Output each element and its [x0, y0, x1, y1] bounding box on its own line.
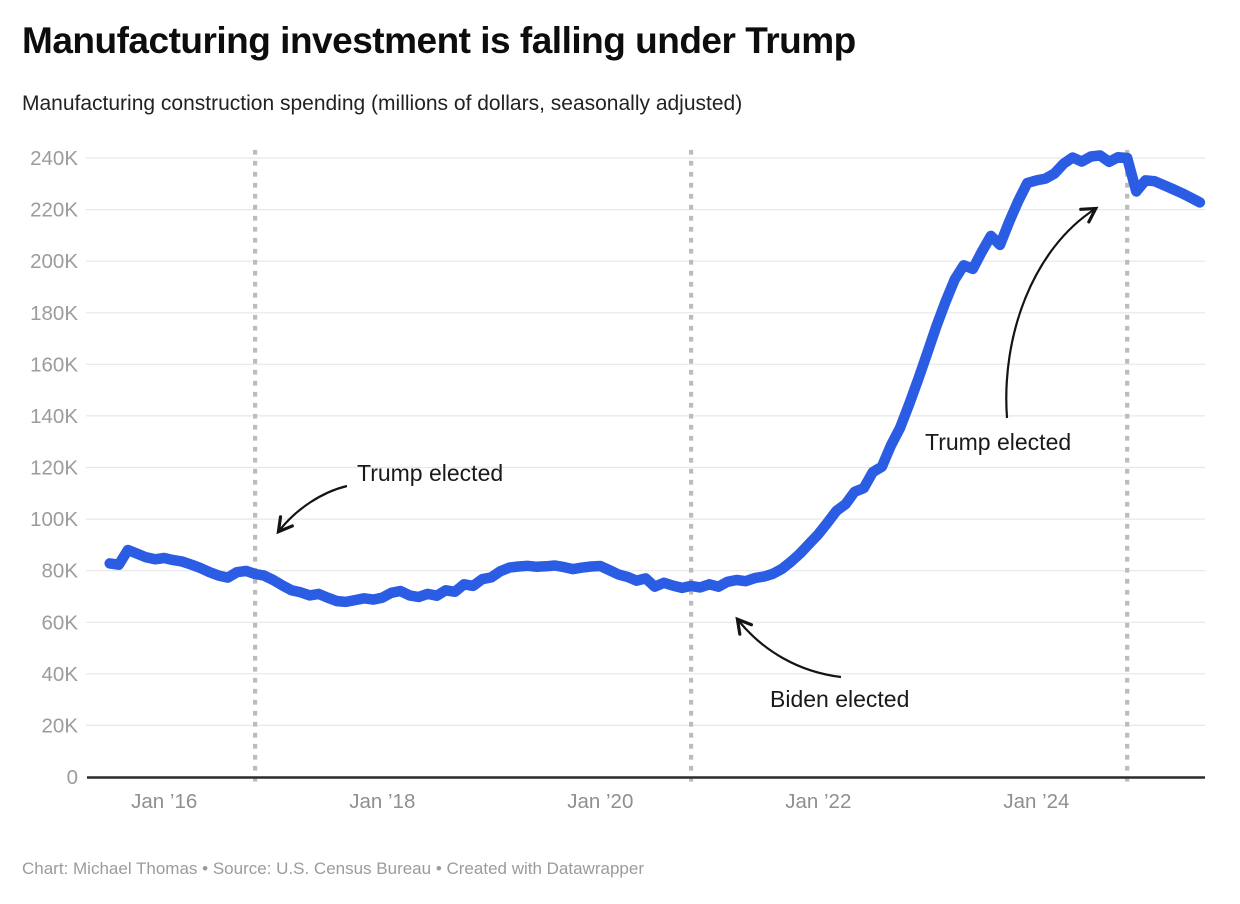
x-tick-label: Jan ’20: [567, 790, 633, 813]
annotation-arrow-trump-2024: [1005, 206, 1099, 419]
annotation-trump-elected-2016: Trump elected: [357, 460, 504, 486]
y-tick-label: 100K: [30, 508, 78, 531]
y-tick-label: 60K: [42, 611, 79, 634]
chart-subtitle: Manufacturing construction spending (mil…: [22, 92, 743, 115]
y-tick-label: 180K: [30, 302, 78, 325]
y-tick-label: 20K: [42, 714, 79, 737]
x-tick-label: Jan ’24: [1003, 790, 1069, 813]
annotation-arrow-biden-2020: [735, 616, 842, 679]
annotation-arrow-trump-2016: [276, 484, 348, 535]
x-tick-labels: Jan ’16 Jan ’18 Jan ’20 Jan ’22 Jan ’24: [131, 790, 1069, 813]
y-tick-label: 140K: [30, 405, 78, 428]
x-tick-label: Jan ’22: [785, 790, 851, 813]
y-tick-labels: 0 20K 40K 60K 80K 100K 120K 140K 160K 180K 200K 220…: [30, 147, 78, 789]
y-tick-label: 220K: [30, 199, 78, 222]
y-tick-label: 240K: [30, 147, 78, 170]
y-tick-label: 160K: [30, 353, 78, 376]
annotation-biden-elected-2020: Biden elected: [770, 686, 910, 712]
y-tick-label: 80K: [42, 560, 79, 583]
y-tick-label: 0: [67, 766, 78, 789]
x-tick-label: Jan ’16: [131, 790, 197, 813]
y-tick-label: 200K: [30, 250, 78, 273]
y-gridlines: [86, 157, 1205, 727]
chart-title: Manufacturing investment is falling unde…: [22, 20, 856, 61]
y-tick-label: 40K: [42, 663, 79, 686]
y-tick-label: 120K: [30, 457, 78, 480]
annotation-trump-elected-2024: Trump elected: [925, 429, 1072, 455]
data-line-manufacturing-spending: [104, 150, 1206, 608]
chart-byline-source: Chart: Michael Thomas • Source: U.S. Cen…: [22, 859, 644, 878]
x-tick-label: Jan ’18: [349, 790, 415, 813]
